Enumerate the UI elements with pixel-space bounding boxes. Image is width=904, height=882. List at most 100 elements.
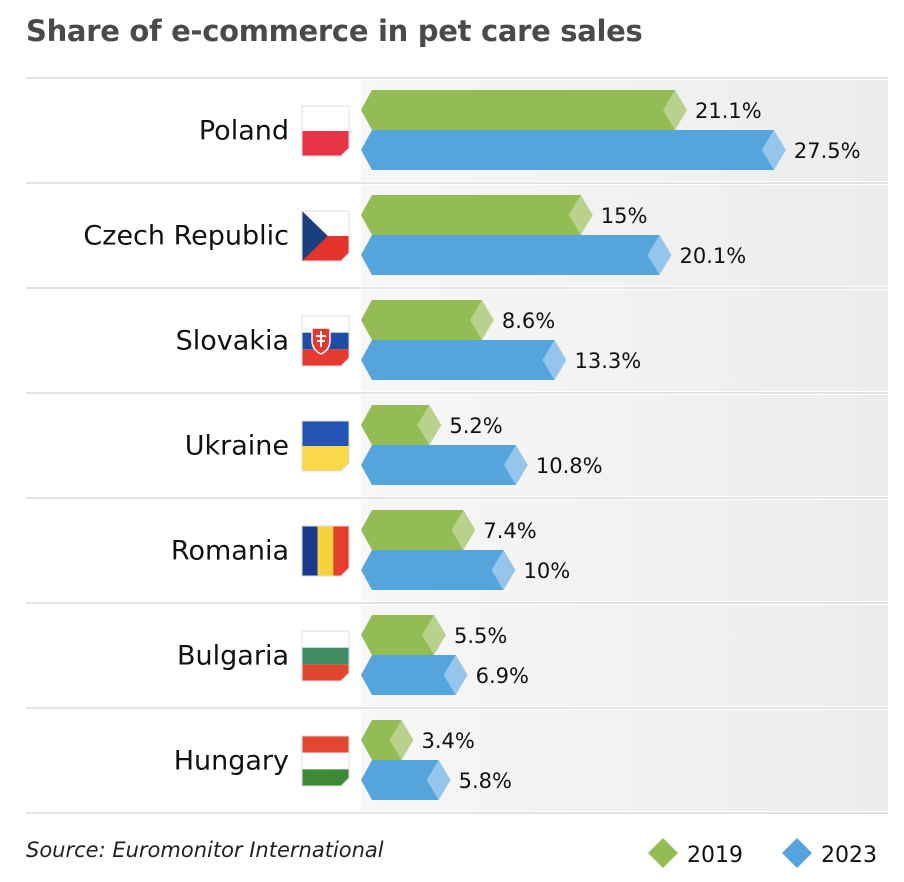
bar-2019 <box>361 90 675 130</box>
double-cross <box>316 331 326 347</box>
data-label: 5.8% <box>459 769 512 793</box>
data-label: 3.4% <box>422 729 475 753</box>
flag-stripe <box>302 526 318 576</box>
flag-border <box>301 315 350 367</box>
bar-tip-2019 <box>421 615 446 655</box>
bar-2023 <box>361 235 660 275</box>
flag-body <box>302 211 349 261</box>
flag-stripe <box>302 106 349 131</box>
data-label: 10% <box>524 559 571 583</box>
data-label: 10.8% <box>536 454 603 478</box>
flag-body <box>302 631 349 681</box>
category-row: Poland 21.1% 27.5% <box>26 80 888 184</box>
flag-body <box>302 421 349 471</box>
category-row: Slovakia 8.6% 13.3% <box>26 290 888 394</box>
flag-triangle <box>302 211 328 261</box>
bar-tip-2019 <box>662 90 687 130</box>
bar-tip-2019 <box>469 300 494 340</box>
flag-body <box>302 316 349 366</box>
flag-stripe <box>302 736 349 753</box>
row-background <box>361 710 888 811</box>
category-label: Poland <box>199 116 289 147</box>
data-label: 15% <box>601 204 648 228</box>
category-row: Romania 7.4% 10% <box>26 500 888 604</box>
ukraine-flag <box>301 420 350 472</box>
bar-tip-2019 <box>417 405 442 445</box>
bar-tip-2019 <box>451 510 476 550</box>
data-label: 13.3% <box>574 349 641 373</box>
bar-2019 <box>361 720 402 760</box>
flag-body <box>302 106 349 156</box>
czech-flag <box>301 210 350 262</box>
legend-label: 2019 <box>687 843 743 868</box>
data-label: 27.5% <box>794 139 861 163</box>
flag-stripe <box>302 131 349 156</box>
bar-2019 <box>361 615 434 655</box>
flag-border <box>301 210 350 262</box>
romania-flag <box>301 525 350 577</box>
data-label: 7.4% <box>483 519 536 543</box>
flag-border <box>301 525 350 577</box>
category-label: Slovakia <box>176 326 289 357</box>
data-label: 21.1% <box>695 99 762 123</box>
bar-2023 <box>361 445 516 485</box>
category-row: Czech Republic 15% 20.1% <box>26 185 888 289</box>
category-row: Ukraine 5.2% 10.8% <box>26 395 888 499</box>
legend-diamond-2023 <box>782 838 812 868</box>
bar-2019 <box>361 300 482 340</box>
flag-stripe <box>302 647 349 665</box>
data-label: 5.2% <box>449 414 502 438</box>
bar-tip-2023 <box>491 550 516 590</box>
data-label: 20.1% <box>680 244 747 268</box>
flag-border <box>301 420 350 472</box>
flag-stripe <box>302 664 349 681</box>
category-label: Czech Republic <box>83 221 289 252</box>
flag-border <box>301 105 350 157</box>
bar-tip-2023 <box>761 130 786 170</box>
flag-body <box>302 736 349 786</box>
bar-tip-2023 <box>443 655 468 695</box>
bar-tip-2023 <box>542 340 567 380</box>
category-row: Hungary 3.4% 5.8% <box>26 710 888 814</box>
bulgaria-flag <box>301 630 350 682</box>
bar-2023 <box>361 655 456 695</box>
flag-stripe <box>317 526 334 576</box>
category-label: Romania <box>171 536 289 567</box>
flag-stripe <box>302 631 349 648</box>
bar-2023 <box>361 760 439 800</box>
flag-stripe <box>302 752 349 770</box>
flag-stripe <box>302 446 349 471</box>
chart-title: Share of e-commerce in pet care sales <box>26 14 643 48</box>
legend-label: 2023 <box>821 843 877 868</box>
bar-2023 <box>361 550 504 590</box>
flag-stripe <box>302 349 349 366</box>
bar-tip-2023 <box>647 235 672 275</box>
bar-tip-2019 <box>568 195 593 235</box>
bar-2019 <box>361 510 464 550</box>
flag-stripe <box>302 769 349 786</box>
category-label: Hungary <box>174 746 289 777</box>
slovakia-flag <box>301 315 350 367</box>
legend-diamond-2019 <box>648 838 678 868</box>
data-label: 8.6% <box>502 309 555 333</box>
data-label: 5.5% <box>454 624 507 648</box>
flag-stripe <box>333 526 349 576</box>
bar-2023 <box>361 130 774 170</box>
bar-tip-2023 <box>503 445 528 485</box>
category-label: Ukraine <box>185 431 289 462</box>
bar-tip-2019 <box>389 720 414 760</box>
poland-flag <box>301 105 350 157</box>
flag-border <box>301 630 350 682</box>
flag-stripe <box>302 421 349 446</box>
flag-body <box>302 526 349 576</box>
bar-2019 <box>361 405 430 445</box>
data-label: 6.9% <box>476 664 529 688</box>
bar-tip-2023 <box>426 760 451 800</box>
bar-2023 <box>361 340 555 380</box>
hungary-flag <box>301 735 350 787</box>
category-row: Bulgaria 5.5% 6.9% <box>26 605 888 709</box>
bar-2019 <box>361 195 581 235</box>
source-note: Source: Euromonitor International <box>26 838 384 862</box>
flag-border <box>301 735 350 787</box>
